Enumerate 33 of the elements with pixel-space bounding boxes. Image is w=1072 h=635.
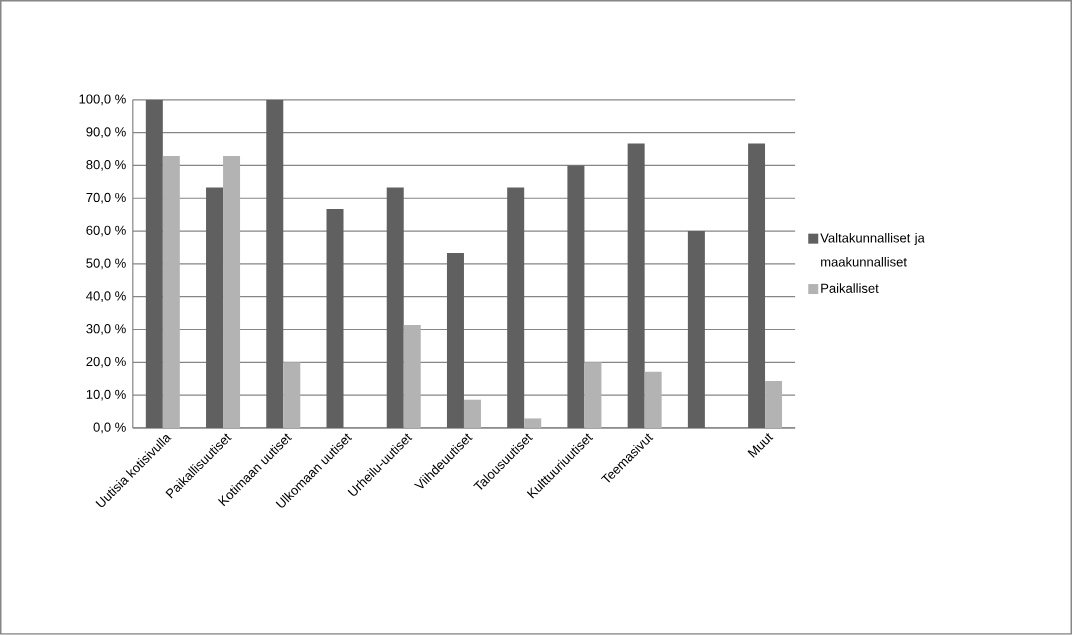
bar [644,371,662,429]
bar [386,187,404,429]
bar [748,143,766,429]
y-tick-label: 30,0 % [86,324,126,335]
y-tick-label: 80,0 % [86,160,126,171]
bar [584,362,602,429]
y-tick-label: 10,0 % [86,389,126,401]
bar [283,362,301,429]
bar [687,231,705,429]
y-tick-label: 100,0 % [79,94,126,106]
bar [403,325,421,429]
bar [765,381,783,429]
bar [266,99,284,429]
bar [524,418,542,429]
y-tick-label: 90,0 % [86,127,126,139]
y-tick-label: 50,0 % [86,258,126,270]
y-tick-label: 0,0 % [93,422,126,434]
legend-label: Valtakunnalliset ja maakunnalliset [820,233,925,267]
bar [463,399,481,429]
bar [326,209,344,429]
bar [627,143,645,429]
bar [507,187,525,429]
bar [567,165,585,429]
y-tick-label: 70,0 % [86,192,126,204]
y-tick-label: 60,0 % [86,225,126,237]
y-tick-label: 40,0 % [86,291,126,303]
bar [223,156,241,429]
bar [446,253,464,429]
y-tick-label: 20,0 % [86,357,126,368]
bar [145,99,163,429]
legend-label: Paikalliset [821,283,879,294]
bar [162,156,180,429]
bar [206,187,224,429]
